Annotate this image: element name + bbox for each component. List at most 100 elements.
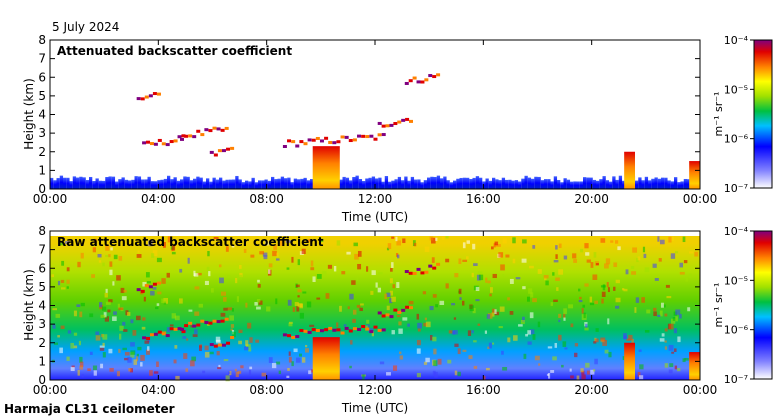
cloud-mark bbox=[409, 119, 414, 123]
noise-speck bbox=[432, 336, 437, 342]
noise-speck bbox=[509, 311, 514, 315]
noise-speck bbox=[494, 241, 499, 246]
noise-speck bbox=[389, 290, 394, 296]
cloud-mark bbox=[140, 289, 145, 293]
boundary-layer-column bbox=[667, 180, 671, 189]
cloud-mark bbox=[307, 330, 312, 334]
noise-speck bbox=[580, 368, 584, 373]
noise-speck bbox=[239, 272, 243, 278]
noise-speck bbox=[513, 335, 518, 341]
boundary-layer-column bbox=[501, 177, 506, 189]
noise-speck bbox=[298, 353, 302, 357]
noise-speck bbox=[118, 348, 121, 353]
cloud-mark bbox=[148, 94, 153, 98]
boundary-layer-column bbox=[222, 180, 226, 189]
noise-speck bbox=[653, 307, 657, 312]
colorbar-tick-label: 10⁻⁶ bbox=[724, 133, 749, 146]
noise-speck bbox=[245, 340, 249, 346]
noise-speck bbox=[555, 254, 558, 259]
cloud-mark bbox=[221, 343, 226, 347]
noise-speck bbox=[396, 315, 401, 318]
y-tick-label: 2 bbox=[38, 336, 46, 350]
noise-speck bbox=[100, 363, 104, 369]
cloud-mark bbox=[213, 344, 218, 348]
noise-speck bbox=[204, 280, 209, 286]
noise-speck bbox=[416, 313, 420, 320]
noise-speck bbox=[657, 314, 661, 317]
y-tick-label: 1 bbox=[38, 163, 46, 177]
noise-speck bbox=[66, 279, 70, 284]
noise-speck bbox=[316, 297, 321, 300]
boundary-layer-column bbox=[563, 178, 567, 189]
noise-speck bbox=[657, 236, 660, 242]
noise-speck bbox=[391, 330, 395, 335]
noise-speck bbox=[57, 280, 61, 286]
boundary-layer-column bbox=[404, 176, 408, 189]
cloud-mark bbox=[224, 126, 229, 130]
boundary-layer-column bbox=[687, 179, 691, 189]
noise-speck bbox=[637, 256, 641, 261]
noise-speck bbox=[288, 351, 291, 356]
cloud-mark bbox=[196, 323, 201, 327]
cloud-mark bbox=[299, 140, 304, 144]
noise-speck bbox=[351, 280, 356, 285]
noise-speck bbox=[162, 241, 166, 248]
noise-speck bbox=[423, 322, 428, 327]
noise-speck bbox=[389, 278, 393, 284]
boundary-layer-column bbox=[79, 176, 83, 189]
precipitation-mark bbox=[624, 342, 635, 380]
noise-speck bbox=[223, 307, 228, 311]
noise-speck bbox=[435, 237, 438, 241]
noise-speck bbox=[161, 298, 166, 304]
boundary-layer-column bbox=[280, 176, 285, 189]
noise-speck bbox=[59, 242, 63, 246]
y-tick-label: 8 bbox=[38, 224, 46, 238]
noise-speck bbox=[498, 326, 503, 329]
boundary-layer-column bbox=[63, 177, 67, 189]
boundary-layer-column bbox=[108, 176, 112, 189]
noise-speck bbox=[102, 342, 105, 347]
noise-speck bbox=[232, 331, 236, 338]
y-tick-label: 6 bbox=[38, 70, 46, 84]
boundary-layer-column bbox=[92, 181, 96, 189]
noise-speck bbox=[95, 331, 100, 335]
noise-speck bbox=[584, 327, 589, 331]
noise-speck bbox=[491, 246, 494, 250]
noise-speck bbox=[472, 308, 476, 314]
noise-speck bbox=[238, 329, 243, 334]
cloud-mark bbox=[169, 327, 174, 331]
noise-speck bbox=[268, 263, 273, 268]
noise-speck bbox=[93, 370, 97, 376]
noise-speck bbox=[477, 271, 483, 275]
noise-speck bbox=[235, 278, 238, 284]
noise-speck bbox=[73, 310, 77, 317]
panel-title: Attenuated backscatter coefficient bbox=[57, 44, 292, 58]
boundary-layer-column bbox=[121, 177, 125, 189]
noise-speck bbox=[573, 259, 578, 263]
noise-speck bbox=[273, 244, 278, 250]
boundary-layer-column bbox=[141, 179, 145, 189]
boundary-layer-column bbox=[485, 178, 489, 189]
noise-speck bbox=[119, 325, 124, 331]
noise-speck bbox=[100, 314, 106, 318]
boundary-layer-column bbox=[167, 175, 171, 189]
boundary-layer-column bbox=[105, 177, 109, 189]
boundary-layer-column bbox=[134, 176, 138, 189]
noise-speck bbox=[397, 254, 400, 259]
cloud-mark bbox=[377, 133, 382, 137]
noise-speck bbox=[108, 299, 113, 303]
noise-speck bbox=[595, 263, 599, 266]
noise-speck bbox=[509, 278, 514, 284]
noise-speck bbox=[485, 367, 490, 371]
noise-speck bbox=[339, 305, 342, 312]
noise-speck bbox=[73, 345, 78, 349]
noise-speck bbox=[615, 279, 620, 284]
noise-speck bbox=[305, 348, 310, 353]
noise-speck bbox=[563, 308, 567, 315]
noise-speck bbox=[272, 250, 277, 257]
boundary-layer-column bbox=[482, 181, 486, 189]
cloud-mark bbox=[192, 324, 197, 328]
noise-speck bbox=[424, 246, 430, 252]
noise-speck bbox=[105, 301, 111, 305]
noise-speck bbox=[630, 265, 635, 269]
